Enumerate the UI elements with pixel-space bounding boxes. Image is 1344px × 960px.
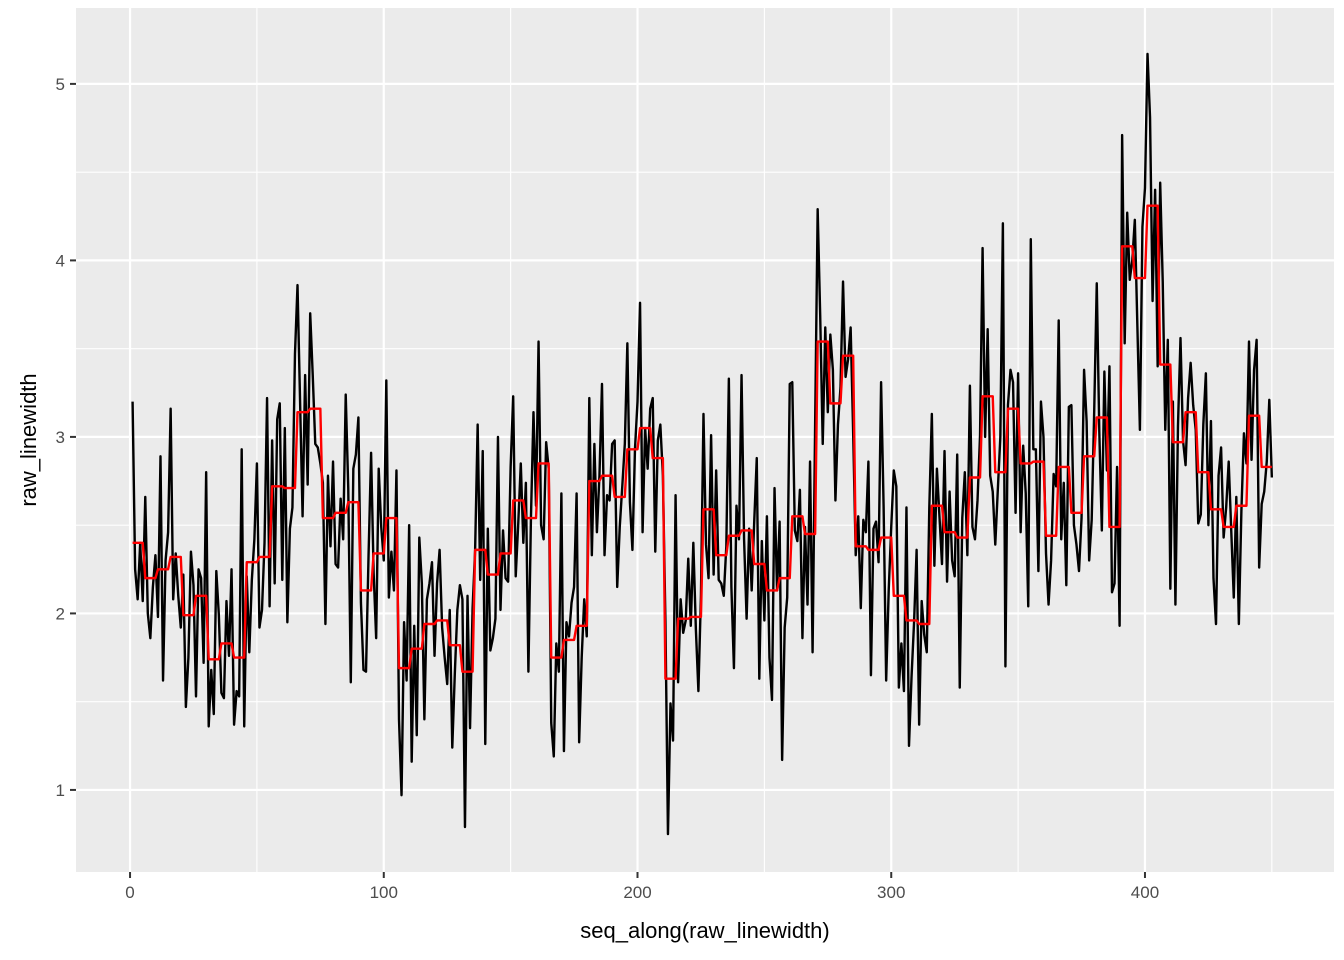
x-tick-label: 200 — [623, 883, 651, 902]
x-tick-label: 0 — [125, 883, 134, 902]
y-tick-label: 1 — [56, 781, 65, 800]
x-axis-title: seq_along(raw_linewidth) — [580, 918, 829, 943]
y-tick-label: 4 — [56, 251, 65, 270]
series-lines — [131, 52, 1274, 836]
y-tick-label: 3 — [56, 428, 65, 447]
grid-major — [76, 8, 1334, 872]
y-tick-label: 5 — [56, 75, 65, 94]
x-tick-label: 100 — [370, 883, 398, 902]
x-tick-label: 400 — [1131, 883, 1159, 902]
y-axis-title: raw_linewidth — [16, 373, 41, 506]
y-axis: 1 2 3 4 5 — [56, 75, 76, 800]
x-axis: 0 100 200 300 400 — [125, 872, 1159, 902]
y-tick-label: 2 — [56, 604, 65, 623]
series-line-block-mean — [132, 204, 1272, 680]
x-tick-label: 300 — [877, 883, 905, 902]
